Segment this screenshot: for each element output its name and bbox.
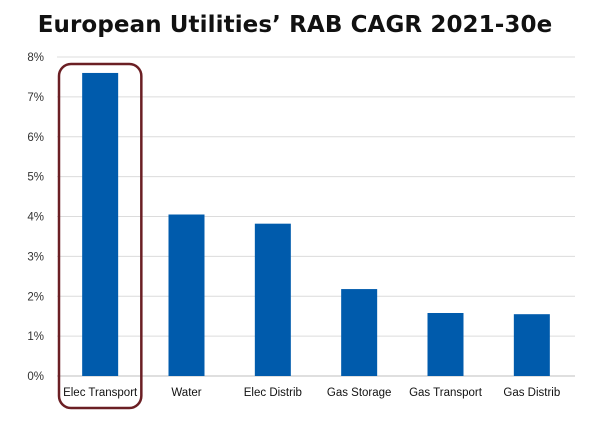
y-tick-label: 2% [27,291,44,303]
x-category-label: Gas Storage [327,387,392,399]
bar-gas-storage [341,289,378,376]
y-tick-label: 7% [27,92,44,104]
x-axis-categories: Elec Transport Water Elec Distrib Gas Stora… [63,387,560,399]
y-tick-label: 4% [27,212,44,224]
x-category-label: Water [171,387,201,399]
gridlines [57,56,575,377]
x-category-label: Elec Distrib [244,387,302,399]
x-category-label: Gas Distrib [503,387,560,399]
bars [82,72,550,376]
y-tick-label: 1% [27,331,44,343]
y-tick-label: 8% [27,52,44,64]
bar-gas-distrib [513,314,550,376]
y-tick-label: 3% [27,251,44,263]
bar-elec-distrib [254,223,291,376]
chart-title: European Utilities’ RAB CAGR 2021-30e [37,12,553,38]
y-tick-label: 5% [27,172,44,184]
y-axis-ticks: 0% 1% 2% 3% 4% 5% 6% 7% 8% [27,52,44,383]
bar-water [168,214,205,376]
x-category-label: Gas Transport [409,387,483,399]
y-tick-label: 6% [27,132,44,144]
bar-gas-transport [427,312,464,376]
y-tick-label: 0% [27,371,44,383]
x-category-label: Elec Transport [63,387,138,399]
highlight-box [57,62,143,410]
bar-elec-transport [82,72,119,376]
highlight-layer [57,62,143,410]
